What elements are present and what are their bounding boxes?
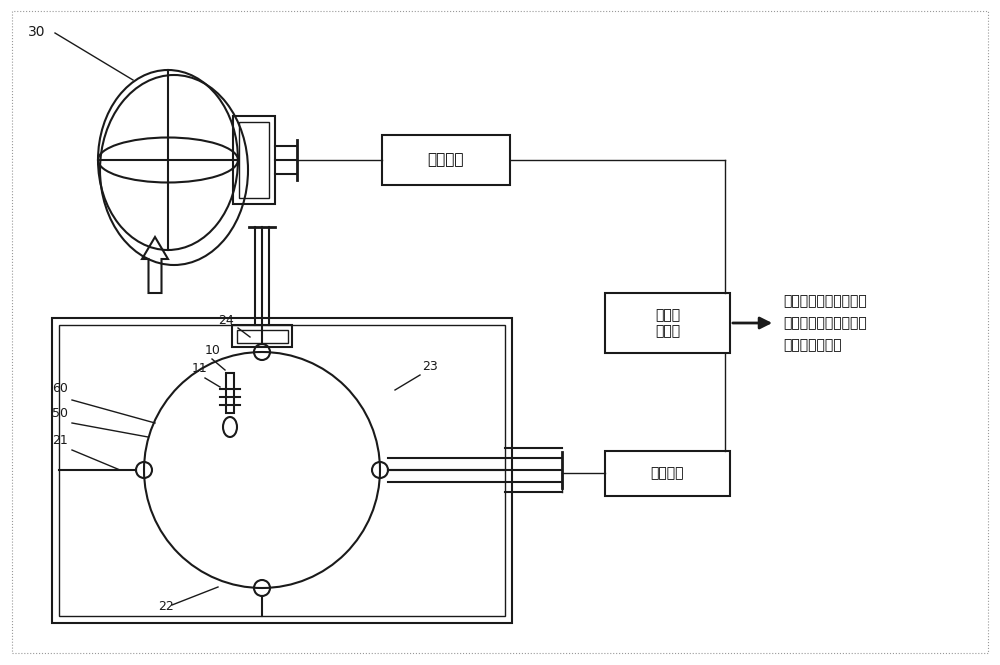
Text: 10: 10 bbox=[205, 344, 221, 357]
Bar bbox=[239, 122, 269, 198]
Text: 22: 22 bbox=[158, 600, 174, 613]
Bar bbox=[605, 293, 730, 353]
Text: 21: 21 bbox=[52, 434, 68, 447]
Bar bbox=[233, 116, 275, 204]
Text: 病灶的位置信息: 病灶的位置信息 bbox=[783, 338, 842, 352]
Text: 控刻处
理装置: 控刻处 理装置 bbox=[655, 308, 680, 338]
Text: 接收装置: 接收装置 bbox=[428, 152, 464, 168]
Bar bbox=[605, 450, 730, 495]
Text: 以及目标组织、器官或: 以及目标组织、器官或 bbox=[783, 316, 867, 330]
Text: 23: 23 bbox=[422, 360, 438, 373]
Text: 50: 50 bbox=[52, 407, 68, 420]
Text: 24: 24 bbox=[218, 314, 234, 327]
Bar bbox=[226, 373, 234, 413]
Bar bbox=[382, 135, 510, 185]
Text: 30: 30 bbox=[28, 25, 46, 39]
Bar bbox=[232, 325, 292, 347]
Bar bbox=[237, 329, 288, 342]
Text: 发射装置: 发射装置 bbox=[651, 466, 684, 480]
Bar bbox=[59, 325, 505, 616]
Text: 60: 60 bbox=[52, 382, 68, 395]
Text: 器械线圈、客体线圈、: 器械线圈、客体线圈、 bbox=[783, 294, 867, 308]
Text: 11: 11 bbox=[192, 362, 208, 375]
Bar bbox=[52, 318, 512, 623]
